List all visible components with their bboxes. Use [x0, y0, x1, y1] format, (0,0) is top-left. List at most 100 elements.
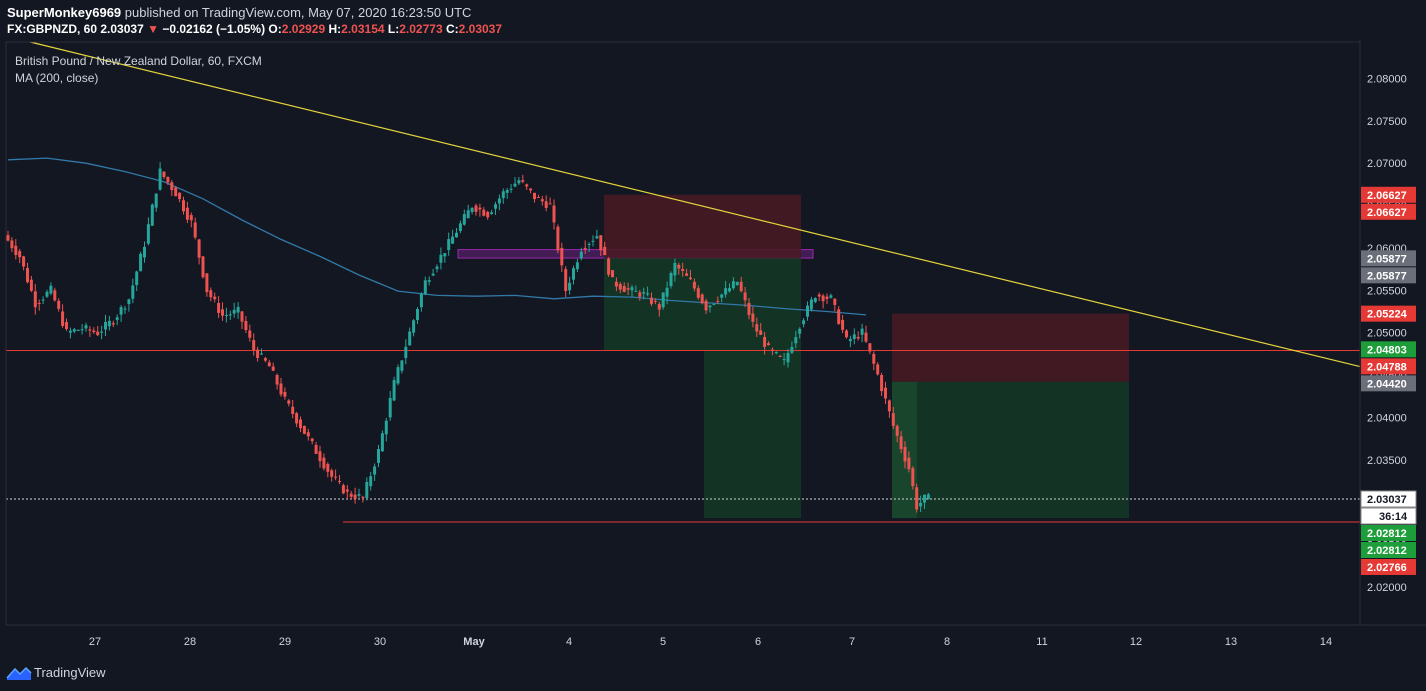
price-tick-label: 2.04000 — [1367, 412, 1407, 424]
symbol-label[interactable]: FX:GBPNZD, 60 — [7, 22, 98, 36]
time-tick-label: 28 — [184, 636, 196, 648]
candle-body — [470, 207, 474, 212]
candle-body — [552, 205, 556, 223]
candles — [6, 162, 930, 513]
candle-body — [802, 320, 806, 325]
candle-body — [911, 468, 915, 487]
price-tick-label: 2.07000 — [1367, 158, 1407, 170]
candle-body — [345, 489, 349, 492]
publish-line: SuperMonkey6969 published on TradingView… — [7, 5, 471, 20]
candle-body — [630, 287, 634, 291]
candle-body — [439, 254, 443, 263]
horizontal-levels — [6, 349, 1360, 523]
candle-body — [833, 298, 837, 305]
candle-body — [665, 287, 669, 297]
candle-body — [228, 314, 232, 316]
candle-body — [848, 338, 852, 342]
time-tick-label: 29 — [279, 636, 291, 648]
candle-body — [731, 281, 735, 289]
candle-body — [326, 463, 330, 472]
candle-body — [166, 176, 170, 183]
candle-body — [903, 447, 907, 462]
price-tick-label: 2.02000 — [1367, 582, 1407, 594]
price-tick-label: 2.03500 — [1367, 455, 1407, 467]
candle-body — [455, 232, 458, 238]
candle-body — [907, 457, 911, 470]
candle-body — [139, 253, 143, 272]
tradingview-logo-icon[interactable] — [6, 665, 32, 681]
candle-body — [416, 309, 419, 320]
candle-body — [657, 304, 661, 310]
time-axis[interactable]: 27 28 29 30 May 4 5 6 7 8 11 12 13 14 — [89, 636, 1332, 648]
candle-body — [770, 349, 774, 351]
price-label-box — [1361, 524, 1416, 541]
price-label-box — [1361, 375, 1416, 392]
candle-body — [310, 438, 314, 442]
candle-body — [884, 387, 887, 399]
candle-body — [334, 476, 338, 478]
tradingview-brand[interactable]: TradingView — [34, 665, 106, 680]
price-label-text: 2.02766 — [1367, 562, 1407, 574]
candle-body — [443, 253, 447, 257]
candle-body — [774, 352, 778, 354]
candle-body — [505, 189, 509, 193]
price-label-box — [1361, 305, 1416, 322]
candle-body — [829, 295, 833, 298]
indicator-label[interactable]: MA (200, close) — [15, 71, 98, 85]
candle-body — [361, 496, 365, 498]
candle-body — [482, 209, 486, 216]
candle-body — [10, 240, 14, 249]
candle-body — [14, 245, 18, 256]
candle-body — [626, 288, 630, 290]
candle-body — [29, 279, 33, 291]
candle-body — [287, 400, 291, 404]
candle-body — [384, 420, 388, 435]
time-tick-label: 11 — [1036, 636, 1047, 648]
candle-body — [587, 243, 591, 245]
candle-body — [856, 336, 860, 339]
candle-body — [365, 481, 369, 498]
candle-body — [634, 290, 638, 292]
candle-body — [809, 299, 813, 310]
candle-body — [704, 300, 708, 311]
candle-body — [275, 375, 279, 385]
candle-body — [876, 364, 880, 375]
candle-body — [763, 336, 767, 348]
candle-body — [182, 200, 185, 212]
candle-body — [279, 383, 283, 395]
candle-body — [104, 321, 107, 330]
candle-body — [236, 306, 240, 313]
trendline — [30, 41, 1361, 368]
candle-body — [806, 305, 809, 317]
candle-body — [650, 297, 653, 304]
candle-body — [127, 299, 131, 305]
candle-body — [462, 214, 466, 225]
publisher-name[interactable]: SuperMonkey6969 — [7, 5, 122, 20]
close-label: C: — [445, 22, 459, 36]
candle-body — [583, 247, 587, 250]
candle-body — [685, 273, 689, 276]
candle-body — [899, 436, 903, 449]
candle-body — [338, 480, 341, 482]
candle-body — [887, 400, 891, 412]
candle-body — [244, 321, 248, 331]
candle-body — [622, 286, 626, 292]
candle-body — [404, 346, 408, 359]
candle-body — [193, 222, 197, 238]
candle-body — [872, 353, 876, 364]
price-change: −0.02162 (−1.05%) — [162, 22, 266, 36]
candle-body — [26, 268, 29, 283]
candle-body — [115, 317, 119, 320]
candle-body — [638, 292, 642, 297]
candle-body — [357, 494, 361, 496]
candle-body — [852, 334, 856, 340]
price-tick-label: 2.05000 — [1367, 328, 1407, 340]
candle-body — [435, 266, 439, 270]
candle-body — [373, 466, 377, 475]
candle-body — [653, 300, 657, 302]
candle-body — [49, 285, 53, 294]
candle-body — [575, 262, 579, 270]
candle-body — [743, 292, 747, 301]
price-label-text: 2.05877 — [1367, 253, 1407, 265]
